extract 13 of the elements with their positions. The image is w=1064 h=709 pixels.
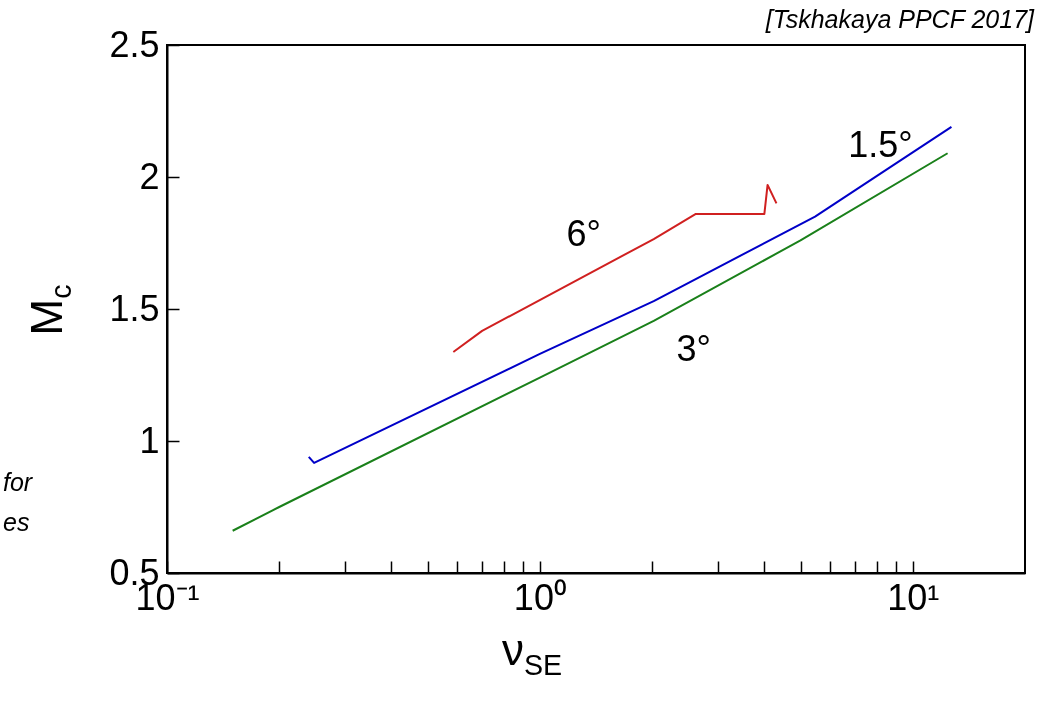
text: for [3, 468, 34, 496]
y-tick-label: 1.5 [109, 287, 160, 329]
series-label: 1.5° [848, 123, 913, 165]
x-axis-title: ν$_{SE}$ [500, 625, 564, 682]
y-tick-label: 2 [139, 155, 160, 197]
x-tick-label: 10⁰ [513, 576, 567, 618]
text: es [3, 508, 30, 536]
series-label: 6° [566, 213, 601, 255]
y-tick-label: 2.5 [109, 23, 160, 65]
series-label: 3° [676, 327, 711, 369]
text: [Tskhakaya PPCF 2017] [764, 5, 1036, 33]
x-tick-label: 10¹ [887, 576, 940, 618]
y-tick-label: 1 [139, 419, 160, 461]
